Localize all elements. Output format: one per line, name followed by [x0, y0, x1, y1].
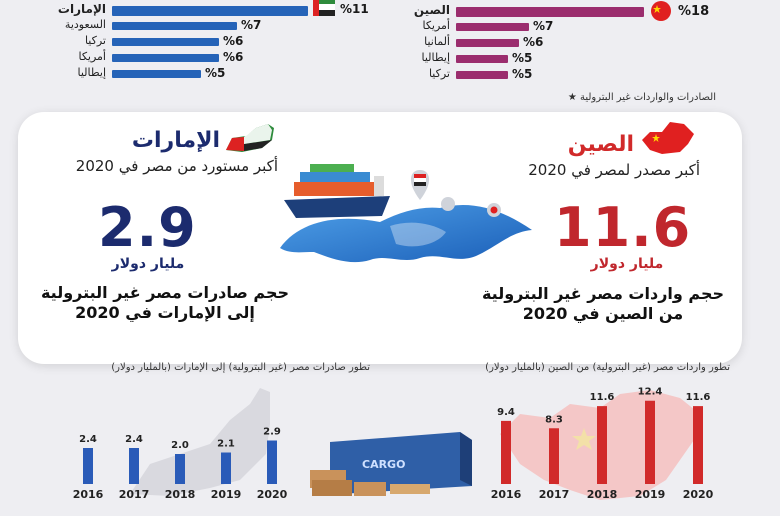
china-chart-bar-2017 — [549, 428, 559, 484]
uae-chart-value-label-2018: 2.0 — [171, 440, 189, 451]
china-share-label-0: الصين — [413, 3, 450, 17]
china-flag-icon — [651, 1, 671, 21]
china-chart-value-label-2018: 11.6 — [590, 392, 615, 403]
uae-chart-category-label-2016: 2016 — [73, 488, 104, 501]
china-share-label-4: تركيا — [428, 67, 450, 80]
china-big-value: 11.6 — [554, 196, 692, 259]
uae-chart-category-label-2018: 2018 — [165, 488, 196, 501]
world-map-ship-graphic — [280, 164, 532, 263]
uae-chart-title: تطور صادرات مصر (غير البترولية) إلى الإم… — [111, 362, 370, 373]
uae-desc-line1: حجم صادرات مصر غير البترولية — [40, 283, 290, 302]
china-chart-value-label-2020: 11.6 — [686, 392, 711, 403]
china-share-pct-1: %7 — [533, 19, 554, 33]
china-share-label-3: إيطاليا — [421, 51, 450, 64]
china-share-bar-3 — [456, 55, 508, 63]
uae-big-value: 2.9 — [98, 196, 197, 259]
uae-chart-bar-2018 — [175, 454, 185, 484]
uae-share-bar-2 — [112, 38, 219, 46]
uae-share-bar-3 — [112, 54, 219, 62]
uae-share-bar-0 — [112, 6, 308, 16]
china-chart-category-label-2016: 2016 — [491, 488, 522, 501]
uae-share-label-1: السعودية — [64, 18, 106, 31]
china-chart-title: تطور واردات مصر (غير البترولية) من الصين… — [485, 362, 730, 373]
uae-share-bar-4 — [112, 70, 201, 78]
china-share-label-2: ألمانيا — [424, 35, 450, 48]
china-chart-value-label-2019: 12.4 — [638, 387, 663, 398]
china-share-bar-2 — [456, 39, 519, 47]
uae-share-pct-3: %6 — [223, 50, 244, 64]
uae-country-title: الإمارات — [131, 128, 220, 153]
uae-row-pct-0: %11 — [340, 2, 369, 16]
uae-share-pct-2: %6 — [223, 34, 244, 48]
uae-chart-category-label-2017: 2017 — [119, 488, 150, 501]
uae-share-label-3: أمريكا — [78, 50, 106, 63]
uae-chart-bar-2020 — [267, 440, 277, 484]
china-chart-bar-2019 — [645, 400, 655, 484]
uae-subtitle: أكبر مستورد من مصر في 2020 — [75, 157, 278, 175]
uae-share-label-0: الإمارات — [57, 2, 106, 16]
china-share-pct-3: %5 — [512, 51, 533, 65]
uae-chart-value-label-2020: 2.9 — [263, 427, 281, 438]
uae-share-pct-1: %7 — [241, 18, 262, 32]
china-share-pct-2: %6 — [523, 35, 544, 49]
uae-share-pct-4: %5 — [205, 66, 226, 80]
china-chart-bar-2016 — [501, 420, 511, 484]
uae-chart-bar-2019 — [221, 452, 231, 484]
china-share-bar-4 — [456, 71, 508, 79]
uae-flag-icon — [313, 0, 335, 16]
uae-map-background — [130, 388, 270, 496]
uae-desc-line2: إلى الإمارات في 2020 — [75, 303, 255, 322]
uae-chart-value-label-2017: 2.4 — [125, 434, 143, 445]
uae-map-flag-icon — [226, 124, 274, 152]
china-chart-category-label-2019: 2019 — [635, 488, 666, 501]
china-map-flag-icon — [642, 122, 694, 154]
china-row-pct-0: %18 — [678, 4, 710, 19]
uae-share-label-4: إيطاليا — [77, 66, 106, 79]
cargo-container-graphic: CARGO — [310, 432, 472, 496]
uae-chart-bar-2016 — [83, 448, 93, 484]
china-chart-value-label-2016: 9.4 — [497, 407, 515, 418]
china-share-label-1: أمريكا — [422, 19, 450, 32]
footnote: الصادرات والواردات غير البترولية ★ — [567, 92, 716, 103]
china-chart-category-label-2020: 2020 — [683, 488, 714, 501]
china-chart-bar-2018 — [597, 406, 607, 484]
china-chart-value-label-2017: 8.3 — [545, 414, 563, 425]
uae-chart-category-label-2019: 2019 — [211, 488, 242, 501]
china-imports-bar-chart: 9.4 2016 8.3 2017 11.6 2018 12.4 2019 11.6 2020 — [491, 387, 714, 501]
uae-chart-value-label-2019: 2.1 — [217, 439, 235, 450]
uae-chart-bar-2017 — [129, 448, 139, 484]
china-desc-line2: من الصين في 2020 — [522, 304, 684, 323]
china-chart-category-label-2018: 2018 — [587, 488, 618, 501]
china-chart-bar-2020 — [693, 406, 703, 484]
china-unit: مليار دولار — [590, 256, 664, 272]
uae-chart-value-label-2016: 2.4 — [79, 434, 97, 445]
china-share-pct-4: %5 — [512, 67, 533, 81]
china-share-bar-0 — [456, 7, 644, 17]
uae-chart-category-label-2020: 2020 — [257, 488, 288, 501]
china-desc-line1: حجم واردات مصر غير البترولية — [481, 284, 725, 303]
china-share-bar-1 — [456, 23, 529, 31]
uae-share-label-2: تركيا — [84, 34, 106, 47]
china-country-title: الصين — [567, 132, 634, 157]
china-chart-category-label-2017: 2017 — [539, 488, 570, 501]
uae-exports-bar-chart: 2.4 2016 2.4 2017 2.0 2018 2.1 2019 2.9 2020 — [73, 427, 288, 502]
uae-unit: مليار دولار — [111, 256, 185, 272]
uae-share-bar-1 — [112, 22, 237, 30]
egypt-pin-icon — [410, 170, 430, 200]
uae-pin-icon — [441, 197, 455, 211]
svg-text:CARGO: CARGO — [362, 458, 405, 471]
china-subtitle: أكبر مصدر لمصر في 2020 — [528, 161, 700, 179]
